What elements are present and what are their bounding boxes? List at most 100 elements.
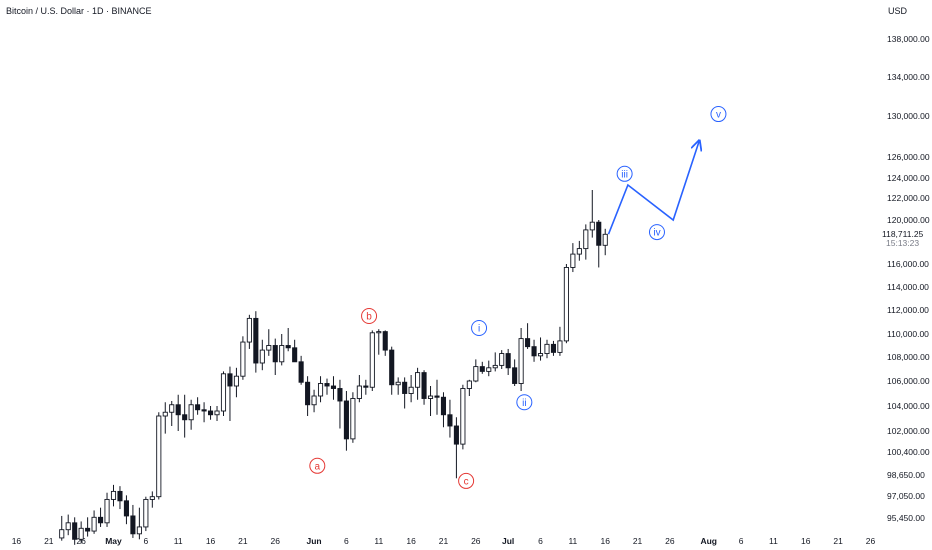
candle[interactable] bbox=[143, 496, 149, 532]
wave-label-ii[interactable]: ii bbox=[516, 394, 533, 411]
candle[interactable] bbox=[518, 328, 524, 391]
candle[interactable] bbox=[98, 507, 104, 527]
wave-label-a[interactable]: a bbox=[309, 457, 326, 474]
candle[interactable] bbox=[453, 417, 459, 479]
candle[interactable] bbox=[596, 220, 602, 268]
candle[interactable] bbox=[162, 402, 168, 434]
candle[interactable] bbox=[272, 338, 278, 375]
candle[interactable] bbox=[525, 323, 531, 349]
candle[interactable] bbox=[233, 367, 239, 398]
wave-label-b[interactable]: b bbox=[361, 308, 378, 324]
candle[interactable] bbox=[389, 346, 395, 395]
candle[interactable] bbox=[91, 510, 97, 534]
candle[interactable] bbox=[266, 329, 272, 356]
candle[interactable] bbox=[343, 391, 349, 451]
candle[interactable] bbox=[421, 370, 427, 405]
candle[interactable] bbox=[460, 384, 466, 450]
candle[interactable] bbox=[550, 340, 557, 356]
candle[interactable] bbox=[499, 350, 505, 369]
wave-label-v[interactable]: v bbox=[710, 106, 727, 123]
candle[interactable] bbox=[363, 379, 369, 395]
wave-label-c[interactable]: c bbox=[458, 472, 475, 489]
candle[interactable] bbox=[369, 330, 375, 391]
candle[interactable] bbox=[402, 377, 408, 409]
candle[interactable] bbox=[408, 375, 414, 403]
candle[interactable] bbox=[311, 389, 317, 413]
candle[interactable] bbox=[110, 484, 117, 507]
candle[interactable] bbox=[537, 337, 544, 361]
candle[interactable] bbox=[382, 330, 388, 356]
candle[interactable] bbox=[182, 394, 188, 438]
candle[interactable] bbox=[415, 367, 421, 400]
candle[interactable] bbox=[285, 328, 291, 352]
candle[interactable] bbox=[466, 379, 472, 396]
candle[interactable] bbox=[220, 371, 227, 416]
candle[interactable] bbox=[156, 412, 162, 500]
candles-layer[interactable] bbox=[59, 190, 608, 545]
candle[interactable] bbox=[317, 376, 324, 403]
wave-label-iv[interactable]: iv bbox=[648, 224, 665, 241]
candle[interactable] bbox=[576, 240, 582, 261]
candle[interactable] bbox=[395, 377, 401, 395]
candle[interactable] bbox=[589, 190, 595, 238]
candle[interactable] bbox=[117, 486, 123, 510]
candle[interactable] bbox=[123, 495, 129, 525]
candle[interactable] bbox=[557, 326, 563, 356]
candle[interactable] bbox=[240, 336, 246, 380]
candle[interactable] bbox=[201, 402, 207, 423]
candle[interactable] bbox=[85, 517, 91, 537]
candle[interactable] bbox=[78, 521, 84, 544]
candle[interactable] bbox=[149, 491, 155, 508]
candle[interactable] bbox=[337, 379, 343, 429]
candle[interactable] bbox=[305, 376, 311, 416]
candle[interactable] bbox=[259, 339, 265, 371]
candle[interactable] bbox=[279, 334, 285, 366]
candle[interactable] bbox=[583, 224, 589, 260]
candle[interactable] bbox=[59, 515, 65, 541]
candle[interactable] bbox=[440, 392, 447, 428]
candle[interactable] bbox=[505, 348, 511, 375]
candle[interactable] bbox=[492, 352, 498, 372]
candle[interactable] bbox=[214, 406, 220, 421]
candle[interactable] bbox=[602, 228, 608, 256]
time-axis[interactable]: 16 21 26 May 6 11 16 21 26 Jun 6 11 16 21 26 Jul 6 11 16 21… bbox=[12, 536, 876, 546]
candle[interactable] bbox=[72, 517, 78, 545]
candle[interactable] bbox=[479, 361, 485, 374]
candle[interactable] bbox=[175, 394, 181, 431]
candle[interactable] bbox=[563, 264, 569, 344]
candle[interactable] bbox=[427, 386, 434, 416]
candle[interactable] bbox=[104, 492, 110, 527]
price-axis[interactable]: 138,000.00 134,000.00 130,000.00 126,000.00… bbox=[887, 34, 930, 523]
candle[interactable] bbox=[350, 392, 356, 443]
candle[interactable] bbox=[376, 329, 382, 355]
candle[interactable] bbox=[292, 339, 298, 363]
projection-line[interactable] bbox=[607, 142, 700, 235]
candle[interactable] bbox=[570, 243, 576, 273]
elliott-wave-projection[interactable] bbox=[607, 142, 700, 235]
candle[interactable] bbox=[169, 401, 175, 426]
candle[interactable] bbox=[486, 360, 492, 377]
candle[interactable] bbox=[544, 339, 550, 359]
wave-label-iii[interactable]: iii bbox=[616, 165, 633, 182]
candle[interactable] bbox=[65, 514, 71, 536]
candle[interactable] bbox=[253, 311, 259, 373]
candle[interactable] bbox=[246, 314, 252, 349]
candle[interactable] bbox=[512, 359, 518, 386]
candle[interactable] bbox=[188, 399, 194, 430]
candle[interactable] bbox=[195, 397, 201, 415]
candle[interactable] bbox=[531, 339, 537, 362]
candle[interactable] bbox=[207, 406, 214, 420]
candle[interactable] bbox=[298, 355, 304, 385]
candle[interactable] bbox=[130, 504, 136, 538]
candle[interactable] bbox=[227, 366, 233, 421]
candle[interactable] bbox=[356, 375, 362, 403]
candle[interactable] bbox=[324, 378, 330, 395]
candle[interactable] bbox=[473, 359, 479, 383]
wave-label-i[interactable]: i bbox=[471, 320, 488, 336]
candle[interactable] bbox=[434, 379, 440, 415]
candle[interactable] bbox=[136, 507, 142, 540]
candle[interactable] bbox=[447, 399, 453, 438]
candle[interactable] bbox=[330, 376, 337, 400]
